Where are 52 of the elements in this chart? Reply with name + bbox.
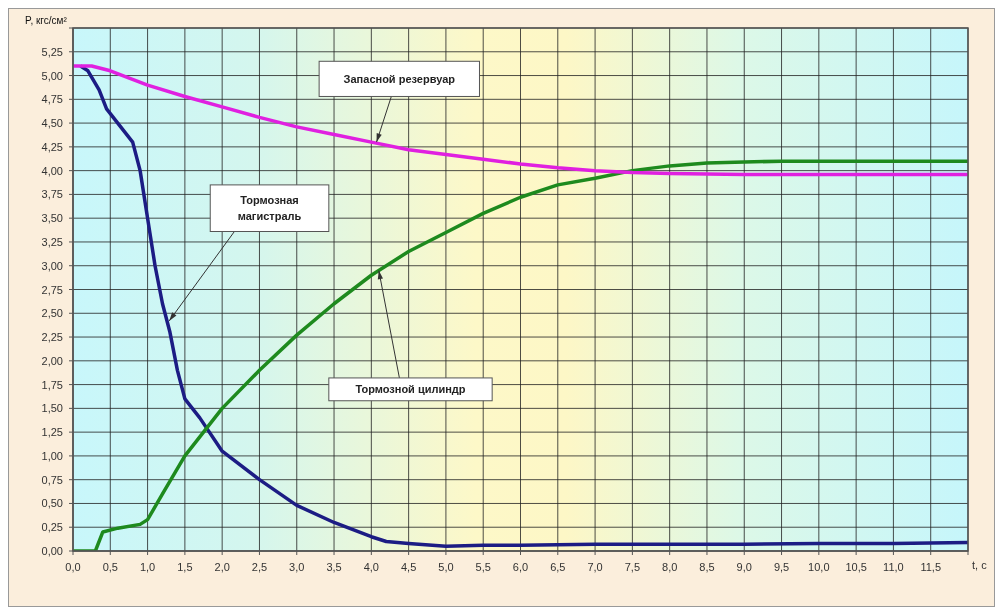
- x-axis-title: t, c: [972, 559, 988, 571]
- y-tick-label: 5,25: [41, 45, 63, 58]
- y-tick-label: 5,00: [41, 69, 63, 82]
- y-tick-label: 1,50: [41, 402, 63, 415]
- x-tick-label: 2,0: [214, 561, 230, 573]
- y-tick-label: 2,50: [41, 307, 63, 320]
- x-tick-label: 2,5: [251, 561, 268, 573]
- y-tick-label: 2,00: [41, 354, 63, 367]
- y-tick-label: 0,00: [41, 545, 63, 557]
- y-tick-label: 2,75: [41, 283, 63, 296]
- x-tick-label: 10,5: [845, 561, 867, 573]
- annotation: Тормозной цилиндр: [355, 383, 466, 396]
- y-tick-label: 3,25: [41, 235, 63, 248]
- x-tick-label: 0,0: [65, 561, 81, 573]
- y-tick-label: 0,25: [41, 521, 63, 534]
- y-tick-label: 3,00: [41, 259, 63, 272]
- x-tick-label: 5,0: [438, 561, 454, 573]
- x-tick-label: 7,0: [587, 561, 603, 573]
- y-tick-label: 1,00: [41, 449, 63, 462]
- x-tick-label: 8,5: [699, 561, 715, 573]
- x-tick-label: 1,0: [139, 561, 156, 573]
- line-series: [73, 64, 968, 177]
- y-axis-title: P, кгс/см²: [25, 15, 68, 26]
- x-tick-label: 1,5: [177, 561, 193, 573]
- y-tick-label: 3,75: [41, 188, 63, 201]
- x-tick-label: 11,5: [920, 561, 942, 573]
- x-tick-label: 4,0: [363, 561, 379, 573]
- y-tick-label: 0,50: [41, 497, 63, 510]
- x-tick-label: 3,0: [289, 561, 305, 573]
- x-tick-label: 9,5: [773, 561, 790, 573]
- y-tick-label: 4,00: [41, 164, 63, 177]
- x-tick-label: 5,5: [475, 561, 491, 573]
- y-tick-label: 4,75: [41, 93, 63, 106]
- x-tick-label: 7,5: [624, 561, 641, 573]
- annotation: Запасной резервуар: [343, 72, 456, 85]
- x-tick-label: 4,5: [400, 561, 417, 573]
- y-tick-label: 3,50: [41, 212, 63, 225]
- y-tick-label: 1,75: [41, 378, 63, 391]
- x-tick-label: 6,0: [512, 561, 529, 573]
- x-tick-label: 6,5: [550, 561, 566, 573]
- y-tick-label: 4,50: [41, 117, 63, 130]
- y-tick-label: 1,25: [41, 426, 63, 439]
- y-tick-label: 4,25: [41, 140, 63, 153]
- y-tick-label: 2,25: [41, 331, 63, 344]
- x-tick-label: 10,0: [808, 561, 830, 573]
- x-tick-label: 0,5: [102, 561, 118, 573]
- x-tick-label: 8,0: [662, 561, 678, 573]
- x-tick-label: 11,0: [883, 561, 904, 573]
- x-tick-label: 9,0: [736, 561, 752, 573]
- x-tick-label: 3,5: [326, 561, 342, 573]
- y-tick-label: 0,75: [41, 473, 63, 486]
- annotation: Тормозная магистраль: [237, 194, 302, 223]
